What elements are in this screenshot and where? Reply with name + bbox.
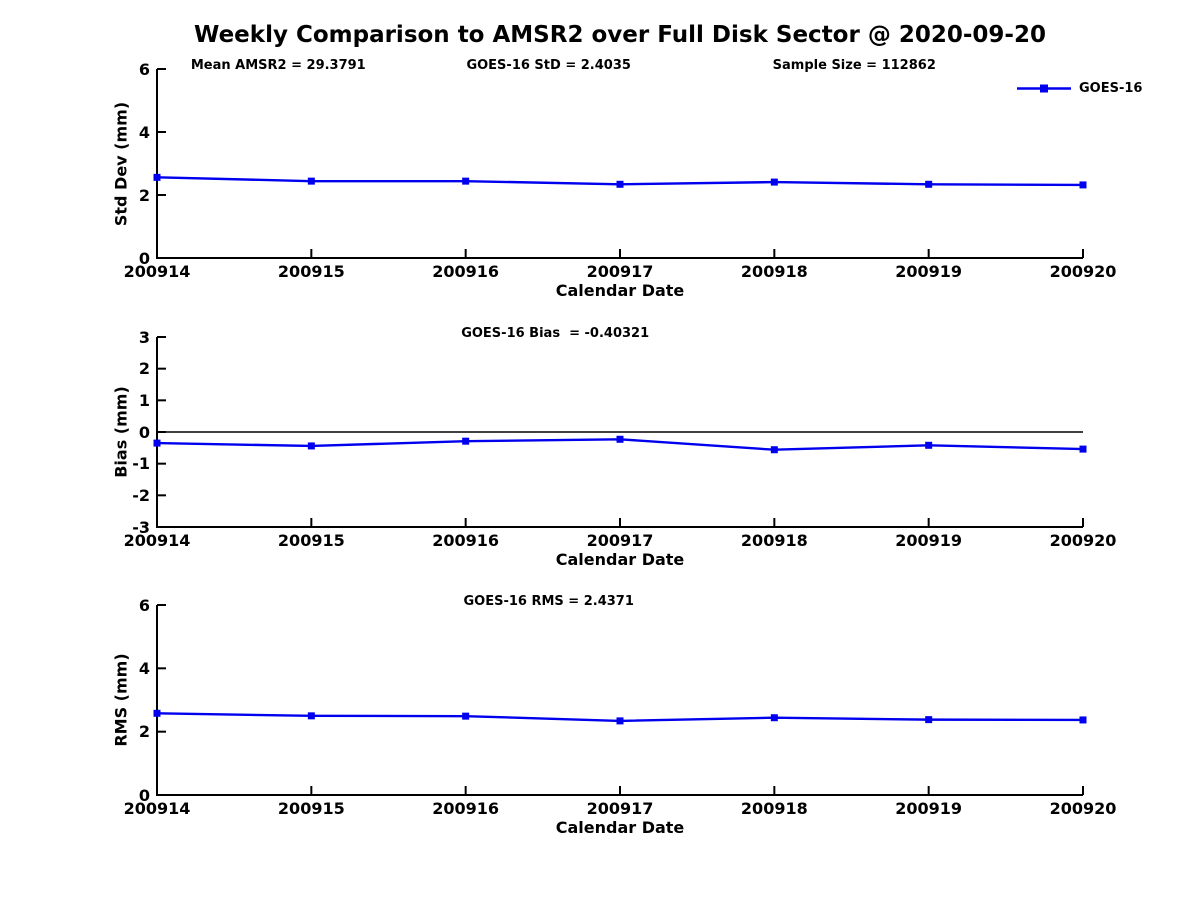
x-tick-label: 200918 bbox=[740, 531, 808, 550]
x-tick-label: 200914 bbox=[123, 262, 191, 281]
data-marker bbox=[1079, 445, 1087, 453]
y-tick-label: 6 bbox=[138, 59, 150, 79]
y-tick-label: 0 bbox=[138, 785, 150, 805]
x-axis-title: Calendar Date bbox=[555, 818, 685, 837]
y-tick-label: 3 bbox=[138, 327, 150, 347]
data-marker bbox=[307, 177, 315, 185]
annotation-text: GOES-16 StD = 2.4035 bbox=[466, 58, 631, 73]
y-tick-label: 2 bbox=[138, 185, 150, 205]
y-tick-label: 2 bbox=[138, 359, 150, 379]
y-tick-label: 0 bbox=[138, 248, 150, 268]
annotation-text: GOES-16 RMS = 2.4371 bbox=[463, 594, 634, 609]
data-marker bbox=[153, 709, 161, 717]
x-tick-label: 200917 bbox=[586, 531, 654, 550]
data-marker bbox=[1079, 716, 1087, 724]
x-axis-title: Calendar Date bbox=[555, 550, 685, 569]
x-tick-label: 200919 bbox=[895, 531, 963, 550]
y-tick-label: -3 bbox=[132, 517, 150, 537]
x-tick-label: 200916 bbox=[432, 799, 500, 818]
x-tick-label: 200914 bbox=[123, 799, 191, 818]
y-tick-label: 4 bbox=[138, 658, 150, 678]
data-marker bbox=[153, 173, 161, 181]
x-tick-label: 200918 bbox=[740, 799, 808, 818]
data-marker bbox=[307, 442, 315, 450]
x-tick-label: 200916 bbox=[432, 262, 500, 281]
x-tick-label: 200920 bbox=[1049, 262, 1117, 281]
y-tick-label: 2 bbox=[138, 722, 150, 742]
data-marker bbox=[770, 446, 778, 454]
x-tick-label: 200919 bbox=[895, 799, 963, 818]
data-marker bbox=[462, 437, 470, 445]
legend-marker bbox=[1040, 84, 1048, 93]
data-marker bbox=[770, 714, 778, 722]
annotation-text: Sample Size = 112862 bbox=[772, 58, 936, 73]
data-marker bbox=[925, 441, 933, 449]
y-axis-title: Bias (mm) bbox=[111, 386, 131, 478]
annotation-text: Mean AMSR2 = 29.3791 bbox=[190, 58, 366, 73]
x-tick-label: 200914 bbox=[123, 531, 191, 550]
x-tick-label: 200917 bbox=[586, 799, 654, 818]
legend-label: GOES-16 bbox=[1079, 81, 1143, 96]
x-axis-title: Calendar Date bbox=[555, 281, 685, 300]
data-marker bbox=[925, 716, 933, 724]
data-marker bbox=[616, 717, 624, 725]
data-marker bbox=[770, 178, 778, 186]
data-marker bbox=[616, 435, 624, 443]
x-tick-label: 200920 bbox=[1049, 799, 1117, 818]
data-marker bbox=[153, 439, 161, 447]
y-axis-title: Std Dev (mm) bbox=[111, 101, 131, 226]
data-marker bbox=[1079, 181, 1087, 189]
y-tick-label: 4 bbox=[138, 122, 150, 142]
y-tick-label: 0 bbox=[138, 422, 150, 442]
y-tick-label: -1 bbox=[132, 454, 150, 474]
x-tick-label: 200917 bbox=[586, 262, 654, 281]
x-tick-label: 200915 bbox=[277, 531, 345, 550]
figure-title: Weekly Comparison to AMSR2 over Full Dis… bbox=[194, 22, 1046, 48]
y-tick-label: 1 bbox=[138, 390, 150, 410]
x-tick-label: 200919 bbox=[895, 262, 963, 281]
data-marker bbox=[462, 712, 470, 720]
annotation-text: GOES-16 Bias = -0.40321 bbox=[461, 326, 650, 341]
data-marker bbox=[925, 180, 933, 188]
y-tick-label: -2 bbox=[132, 485, 150, 505]
data-marker bbox=[616, 180, 624, 188]
data-marker bbox=[462, 177, 470, 185]
y-tick-label: 6 bbox=[138, 595, 150, 615]
x-tick-label: 200915 bbox=[277, 799, 345, 818]
data-marker bbox=[307, 712, 315, 720]
x-tick-label: 200916 bbox=[432, 531, 500, 550]
x-tick-label: 200918 bbox=[740, 262, 808, 281]
x-tick-label: 200915 bbox=[277, 262, 345, 281]
y-axis-title: RMS (mm) bbox=[111, 653, 131, 747]
x-tick-label: 200920 bbox=[1049, 531, 1117, 550]
